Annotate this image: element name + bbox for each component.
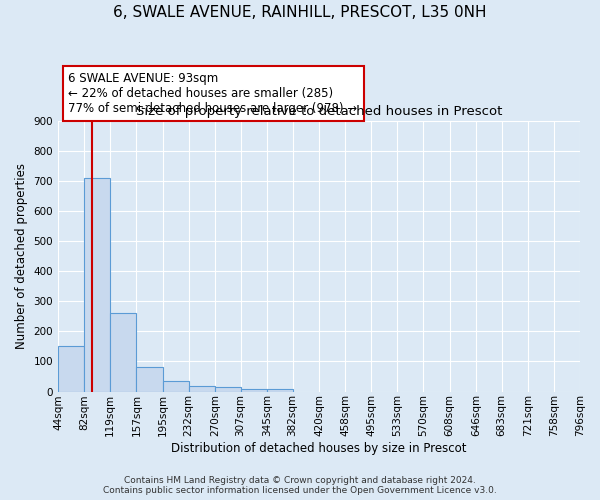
Bar (215, 387, 241, 392)
Bar (85, 178, 110, 392)
Y-axis label: Number of detached properties: Number of detached properties (15, 163, 28, 349)
Title: Size of property relative to detached houses in Prescot: Size of property relative to detached ho… (136, 105, 502, 118)
Bar (188, 386, 215, 392)
Text: 6 SWALE AVENUE: 93sqm
← 22% of detached houses are smaller (285)
77% of semi-det: 6 SWALE AVENUE: 93sqm ← 22% of detached … (68, 72, 358, 116)
Bar (58, 346, 85, 392)
Bar (136, 368, 163, 392)
Bar (267, 389, 293, 392)
Text: 6, SWALE AVENUE, RAINHILL, PRESCOT, L35 0NH: 6, SWALE AVENUE, RAINHILL, PRESCOT, L35 … (113, 5, 487, 20)
Bar (110, 314, 136, 392)
Text: Contains HM Land Registry data © Crown copyright and database right 2024.
Contai: Contains HM Land Registry data © Crown c… (103, 476, 497, 495)
X-axis label: Distribution of detached houses by size in Prescot: Distribution of detached houses by size … (171, 442, 467, 455)
Bar (241, 389, 267, 392)
Bar (163, 381, 188, 392)
